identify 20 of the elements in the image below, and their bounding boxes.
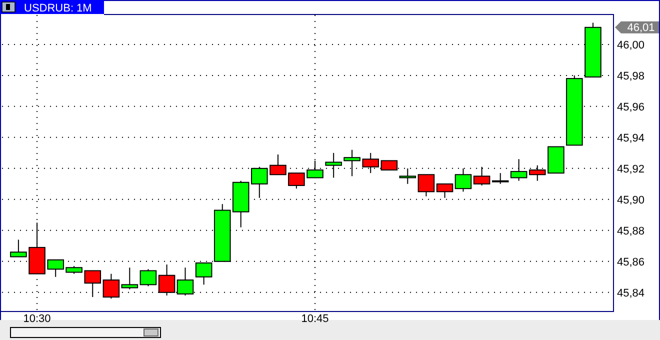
y-tick-label: 45,94 — [617, 132, 645, 144]
y-tick-label: 45,86 — [617, 256, 645, 268]
chart-title: USDRUB: 1M — [24, 2, 92, 14]
y-tick-label: 45,96 — [617, 101, 645, 114]
y-tick-label: 45,92 — [617, 163, 645, 176]
candlestick — [102, 273, 120, 300]
candlestick — [399, 168, 416, 184]
y-tick-label: 45,98 — [617, 70, 645, 82]
candlestick — [418, 174, 435, 197]
text: 46,01 — [627, 22, 655, 34]
x-tick-label: 10:45 — [301, 313, 329, 325]
candlestick — [492, 172, 509, 184]
candlestick — [121, 267, 138, 290]
x-tick-label: 10:30 — [23, 313, 51, 325]
y-tick-label: 45,88 — [617, 225, 645, 238]
y-tick-label: 46,00 — [617, 39, 645, 52]
y-tick-label: 45,90 — [617, 194, 645, 206]
candlestick — [436, 183, 454, 198]
candlestick — [140, 268, 157, 287]
y-tick-label: 45,84 — [617, 287, 645, 300]
